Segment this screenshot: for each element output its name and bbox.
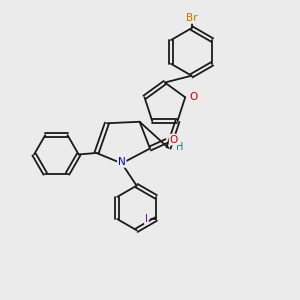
Text: H: H [176, 142, 184, 152]
Text: Br: Br [186, 13, 197, 23]
Text: O: O [189, 92, 198, 102]
Text: O: O [170, 135, 178, 145]
Text: N: N [118, 157, 126, 167]
Text: I: I [145, 214, 148, 224]
